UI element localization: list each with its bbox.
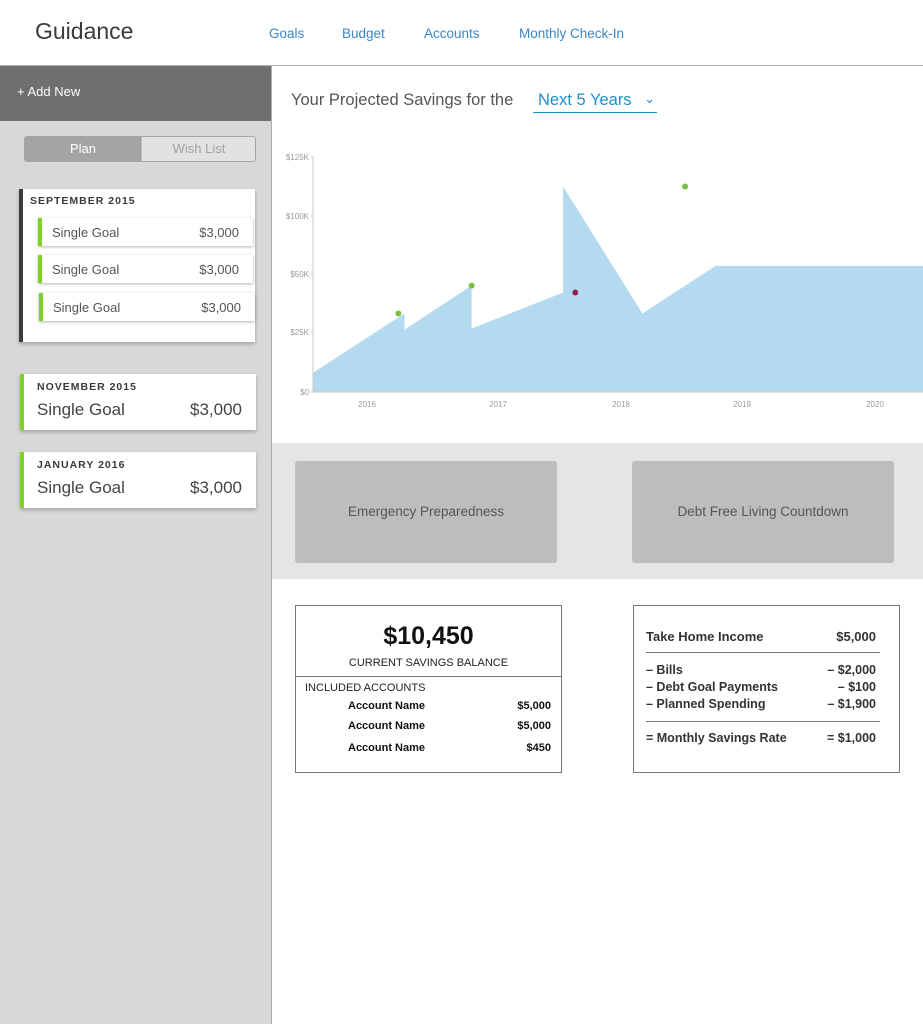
account-row: Account Name $5,000 [348,700,551,712]
goal-name: Single Goal [52,262,120,277]
projection-period-select[interactable]: Next 5 Years ⌄ [533,91,657,113]
savings-area [313,186,923,392]
deduction-row: – Planned Spending – $1,900 [646,697,876,711]
deduction-label: – Planned Spending [646,697,766,711]
tile-debt-free-countdown[interactable]: Debt Free Living Countdown [632,461,894,563]
account-value: $450 [526,742,551,754]
nav-goals[interactable]: Goals [269,26,305,41]
group-month-label: SEPTEMBER 2015 [30,195,136,207]
account-name: Account Name [348,720,426,732]
account-row: Account Name $5,000 [348,720,551,732]
goal-amount: $3,000 [190,478,242,497]
app-logo: Guidance [35,18,134,44]
account-value: $5,000 [517,700,551,712]
deduction-value: – $2,000 [827,663,876,677]
goal-marker[interactable] [572,289,579,296]
goal-marker[interactable] [682,183,689,190]
x-tick-label: 2019 [733,400,751,409]
divider [646,652,880,653]
account-name: Account Name [348,700,426,712]
x-tick-label: 2020 [866,400,884,409]
savings-rate-label: = Monthly Savings Rate [646,731,787,745]
y-tick-label: $100K [286,212,310,221]
goal-item[interactable]: Single Goal $3,000 [38,218,253,246]
group-month-label: JANUARY 2016 [37,459,126,471]
deduction-row: – Debt Goal Payments – $100 [646,680,876,694]
y-tick-label: $25K [290,328,309,337]
deduction-label: – Debt Goal Payments [646,680,778,694]
y-tick-label: $125K [286,153,310,162]
chevron-down-icon: ⌄ [644,91,655,106]
goal-amount: $3,000 [199,225,239,240]
savings-balance-value: $10,450 [383,622,474,650]
account-value: $5,000 [517,720,551,732]
goal-marker[interactable] [395,310,402,317]
goal-name: Single Goal [37,478,125,497]
divider [296,676,561,677]
deduction-row: – Bills – $2,000 [646,663,876,677]
nav-monthly-check-in[interactable]: Monthly Check-In [519,26,625,41]
goal-marker[interactable] [468,282,475,289]
y-tick-label: $0 [300,388,309,397]
savings-balance-panel: $10,450 CURRENT SAVINGS BALANCE INCLUDED… [295,605,562,773]
divider [646,721,880,722]
account-name: Account Name [348,742,426,754]
account-row: Account Name $450 [348,742,551,754]
projection-label: Your Projected Savings for the [291,91,514,109]
savings-rate-row: = Monthly Savings Rate = $1,000 [646,731,876,745]
goal-item[interactable]: Single Goal $3,000 [39,293,255,321]
x-tick-label: 2017 [489,400,507,409]
budget-summary-panel: Take Home Income $5,000 – Bills – $2,000… [633,605,900,773]
included-accounts-label: INCLUDED ACCOUNTS [305,682,426,694]
goal-amount: $3,000 [199,262,239,277]
tab-plan[interactable]: Plan [25,137,141,161]
savings-balance-label: CURRENT SAVINGS BALANCE [348,657,509,669]
goal-group-january-2016[interactable]: JANUARY 2016 Single Goal $3,000 [20,452,256,508]
tab-wish-list[interactable]: Wish List [141,137,255,161]
goal-name: Single Goal [52,225,120,240]
income-value: $5,000 [836,629,876,644]
quick-links-band: Emergency Preparedness Debt Free Living … [272,443,923,579]
tile-emergency-preparedness[interactable]: Emergency Preparedness [295,461,557,563]
goal-amount: $3,000 [190,400,242,419]
goal-name: Single Goal [37,400,125,419]
add-new-button[interactable]: + Add New [0,66,271,121]
nav-budget[interactable]: Budget [342,26,385,41]
income-label: Take Home Income [646,629,764,644]
x-tick-label: 2016 [358,400,376,409]
group-month-label: NOVEMBER 2015 [37,381,137,393]
projection-period-value: Next 5 Years [538,91,632,109]
goal-amount: $3,000 [201,300,241,315]
deduction-label: – Bills [646,663,683,677]
savings-rate-value: = $1,000 [826,731,876,745]
y-tick-label: $50K [290,270,309,279]
goal-item[interactable]: Single Goal $3,000 [38,255,253,283]
savings-chart: $0 $25K $50K $100K $125K 2016 2017 2018 2019 2020 [286,153,923,409]
deduction-value: – $100 [837,680,876,694]
plan-wishlist-toggle: Plan Wish List [24,136,256,162]
deduction-value: – $1,900 [827,697,876,711]
x-tick-label: 2018 [612,400,630,409]
income-row: Take Home Income $5,000 [646,629,876,644]
top-header: Guidance Goals Budget Accounts Monthly C… [0,0,923,66]
sidebar: + Add New Plan Wish List SEPTEMBER 2015 … [0,66,272,1024]
goal-name: Single Goal [53,300,121,315]
nav-accounts[interactable]: Accounts [424,26,480,41]
goal-group-november-2015[interactable]: NOVEMBER 2015 Single Goal $3,000 [20,374,256,430]
